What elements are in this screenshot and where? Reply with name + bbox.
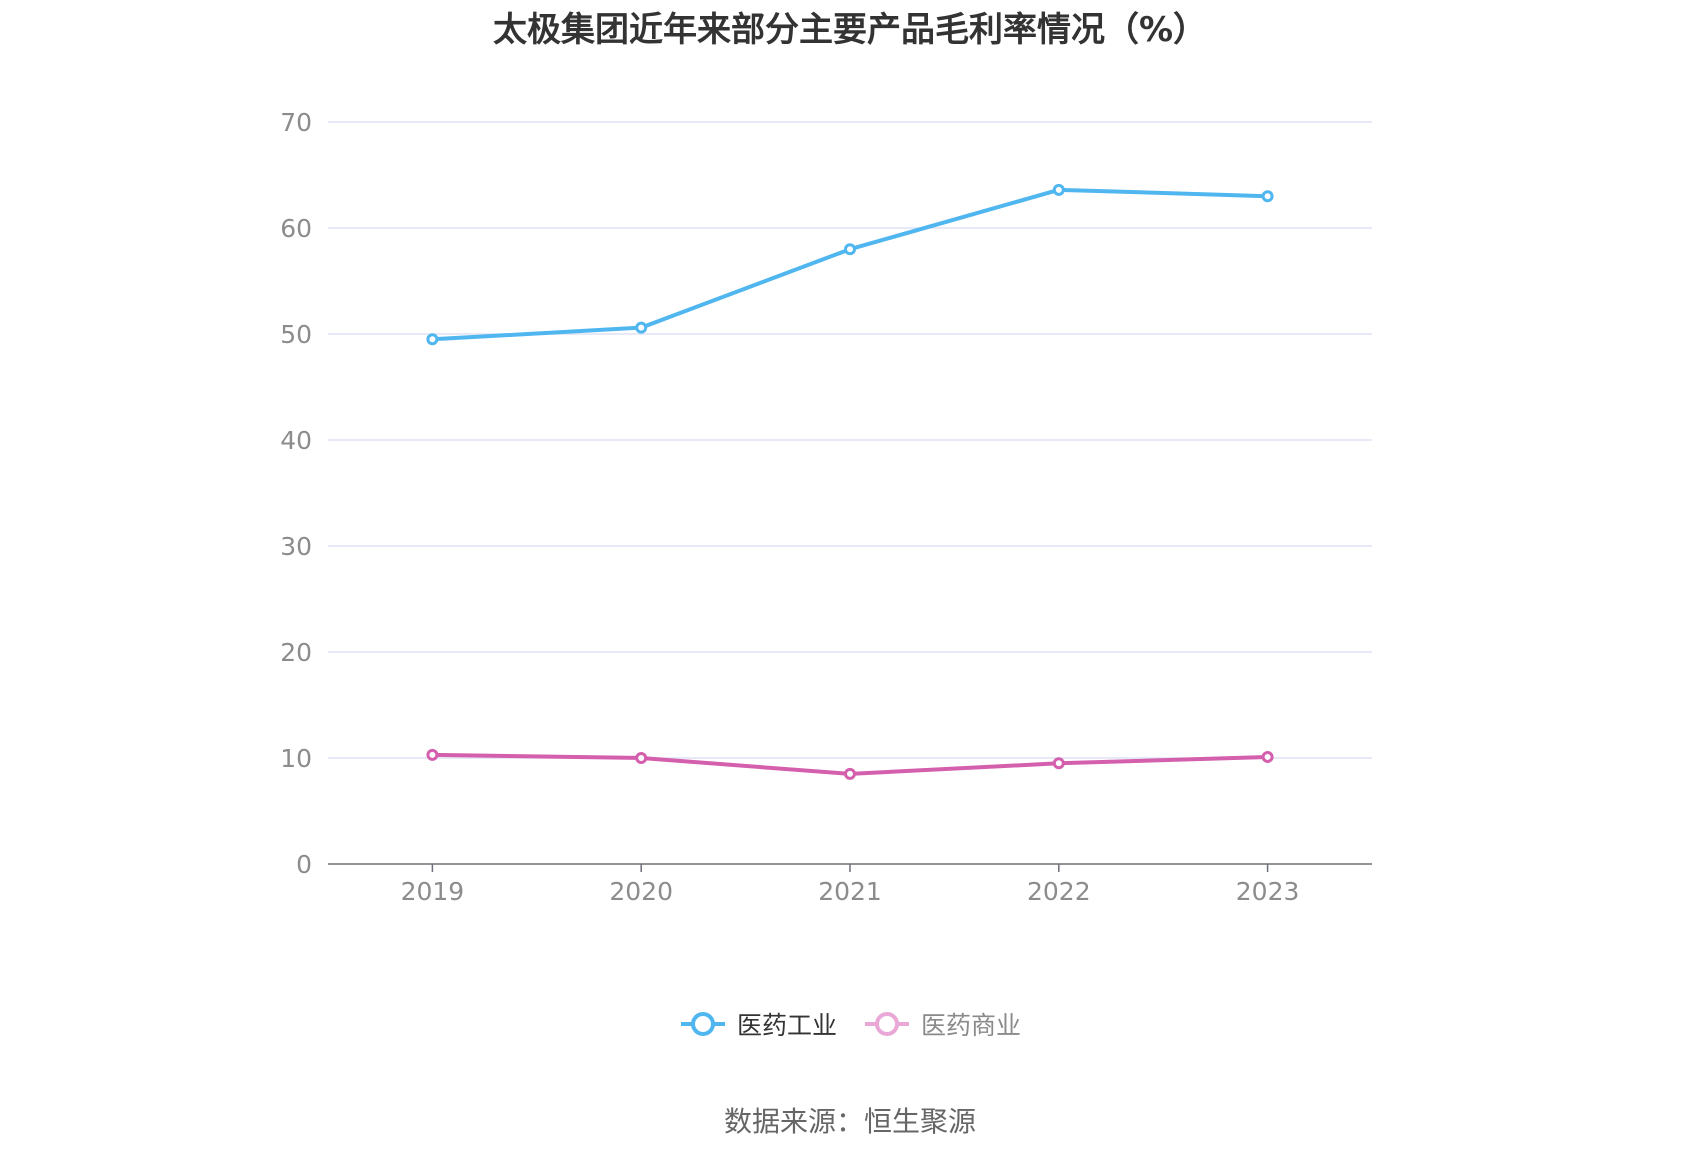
data-point — [635, 752, 648, 764]
data-point — [1052, 757, 1065, 770]
y-tick-label: 10 — [280, 744, 312, 773]
series-1 — [426, 183, 1274, 346]
chart-title: 太极集团近年来部分主要产品毛利率情况（%） — [492, 10, 1208, 50]
legend-item-pharma-industry[interactable]: 医药工业 — [679, 1006, 837, 1042]
data-point — [1261, 750, 1274, 763]
legend-marker-icon — [865, 1012, 909, 1036]
series-line — [430, 187, 1270, 342]
legend-label: 医药商业 — [921, 1011, 1022, 1040]
series-lines — [426, 183, 1274, 780]
axes: 0 10 20 30 40 50 60 70 2019 2020 2021 2022 2023 — [280, 108, 1372, 906]
data-point — [844, 767, 856, 780]
line-chart: 0 10 20 30 40 50 60 70 2019 2020 2021 2022 2023 — [280, 108, 1372, 906]
data-point — [426, 748, 439, 761]
y-tick-label: 70 — [280, 108, 312, 137]
x-tick-label: 2023 — [1236, 877, 1300, 906]
legend-item-pharma-commerce[interactable]: 医药商业 — [863, 1006, 1021, 1042]
data-point — [1052, 183, 1065, 196]
y-tick-label: 40 — [280, 426, 312, 455]
y-tick-label: 30 — [280, 532, 312, 561]
data-point — [426, 333, 439, 346]
source-note: 数据来源：恒生聚源 — [723, 1105, 976, 1138]
data-point — [635, 321, 648, 334]
y-tick-label: 60 — [280, 214, 312, 243]
x-tick-label: 2021 — [818, 877, 882, 906]
x-tick-label: 2020 — [609, 877, 673, 906]
y-tick-label: 20 — [280, 638, 312, 667]
x-tick-label: 2022 — [1027, 877, 1091, 906]
grid-lines — [328, 121, 1372, 759]
data-point — [1261, 190, 1274, 203]
series-2 — [426, 748, 1274, 780]
legend-marker-icon — [680, 1012, 725, 1036]
legend: 医药工业 医药商业 — [0, 1006, 1700, 1042]
x-tick-label: 2019 — [401, 877, 465, 906]
y-tick-label: 50 — [280, 320, 312, 349]
y-tick-label: 0 — [296, 850, 312, 879]
data-point — [844, 243, 856, 256]
legend-label: 医药工业 — [736, 1011, 837, 1040]
